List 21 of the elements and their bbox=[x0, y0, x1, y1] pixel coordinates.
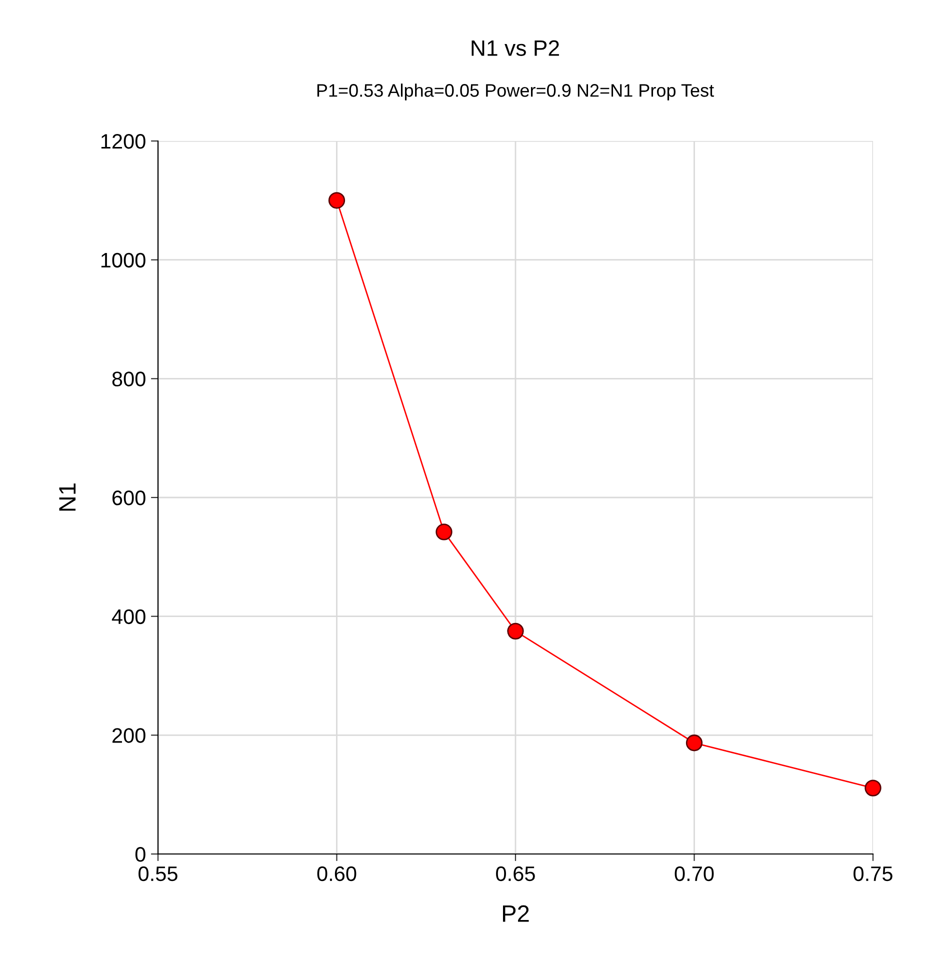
x-axis-title: P2 bbox=[502, 905, 529, 922]
y-tick-label: 0 bbox=[135, 847, 146, 862]
x-tick-label: 0.75 bbox=[854, 866, 892, 882]
chart-subtitle: P1=0.53 Alpha=0.05 Power=0.9 N2=N1 Prop Test bbox=[317, 84, 714, 100]
point bbox=[328, 192, 346, 209]
point bbox=[686, 734, 703, 752]
y-axis-title: N1 bbox=[59, 484, 76, 511]
point bbox=[507, 622, 524, 640]
y-tick-label: 400 bbox=[112, 609, 146, 624]
chart-title: N1 vs P2 bbox=[472, 40, 559, 56]
x-tick-label: 0.55 bbox=[138, 866, 178, 882]
y-tick-label: 200 bbox=[112, 728, 146, 743]
x-tick-label: 0.70 bbox=[674, 866, 714, 882]
y-tick-label: 800 bbox=[112, 372, 146, 386]
point bbox=[436, 524, 452, 540]
x-tick-label: 0.60 bbox=[317, 866, 356, 882]
y-tick-label: 1200 bbox=[101, 134, 146, 149]
y-tick-label: 1000 bbox=[101, 252, 146, 268]
point bbox=[864, 780, 882, 796]
y-tick-label: 600 bbox=[112, 490, 146, 506]
x-tick-label: 0.65 bbox=[496, 866, 535, 882]
